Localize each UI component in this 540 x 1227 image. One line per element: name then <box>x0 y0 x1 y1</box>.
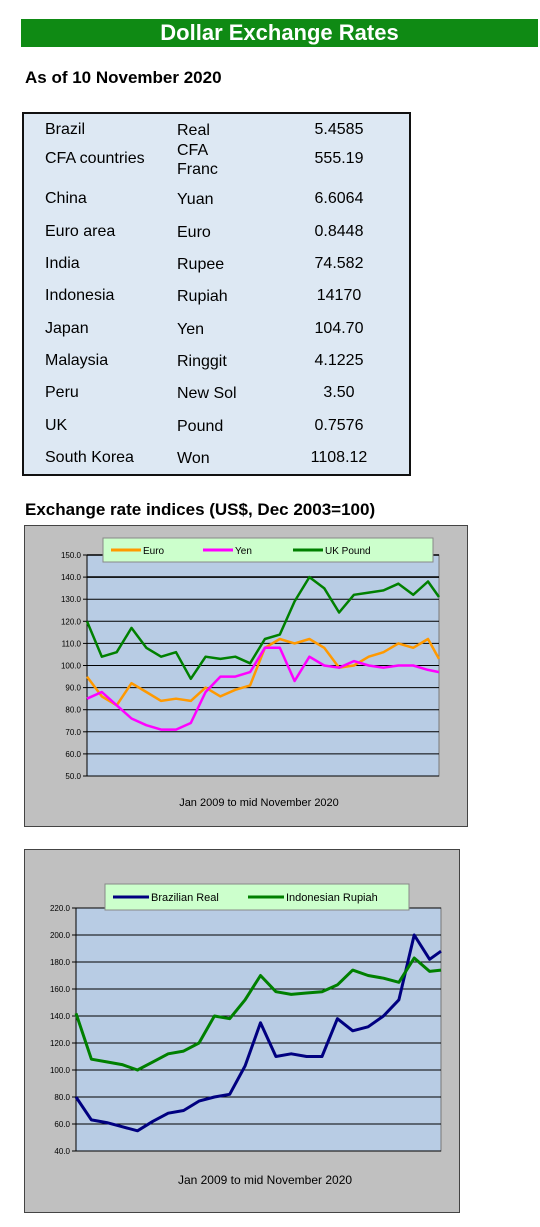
country-cell: Japan <box>45 320 89 337</box>
legend-box <box>102 537 434 563</box>
chart-2-panel: 40.0 60.0 80.0 100.0 120.0 140.0 160.0 180.0 200… <box>24 849 460 1213</box>
legend-label: Brazilian Real <box>151 892 219 904</box>
series-line-indonesian-rupiah <box>74 956 442 1072</box>
page-banner: Dollar Exchange Rates <box>21 19 538 47</box>
legend-label: Euro <box>143 546 165 557</box>
chart-2: 40.0 60.0 80.0 100.0 120.0 140.0 160.0 180.0 200… <box>50 883 442 1187</box>
country-cell: UK <box>45 417 68 434</box>
currency-cell: CFA Franc <box>177 142 218 178</box>
y-tick-label: 150.0 <box>61 551 82 560</box>
rate-cell: 4.1225 <box>314 352 364 369</box>
y-tick-label: 120.0 <box>61 617 82 626</box>
series-line-uk-pound <box>85 575 441 681</box>
rate-cell: 555.19 <box>314 150 364 167</box>
legend-label: Indonesian Rupiah <box>286 892 378 904</box>
y-tick-label: 50.0 <box>65 772 81 781</box>
chart-1-panel: 50.0 60.0 70.0 80.0 90.0 100.0 110.0 120.0 130.0… <box>24 525 468 827</box>
y-tick-label: 140.0 <box>61 573 82 582</box>
rate-cell: 3.50 <box>323 384 355 401</box>
rate-cell: 104.70 <box>314 320 364 337</box>
country-cell: CFA countries <box>45 150 145 167</box>
rate-cell: 1108.12 <box>310 449 368 466</box>
rate-cell: 74.582 <box>314 255 364 272</box>
y-tick-label: 200.0 <box>50 931 71 940</box>
y-tick-label: 80.0 <box>65 706 81 715</box>
y-tick-label: 100.0 <box>61 662 82 671</box>
currency-cell: Ringgit <box>177 353 227 370</box>
country-cell: Malaysia <box>45 352 109 369</box>
y-tick-label: 60.0 <box>65 750 81 759</box>
currency-cell: Pound <box>177 418 224 435</box>
country-cell: Brazil <box>45 121 86 138</box>
x-axis-label: Jan 2009 to mid November 2020 <box>179 797 339 809</box>
exchange-rate-table: Brazil Real 5.4585 CFA countries CFA Franc 55… <box>22 112 411 476</box>
rate-cell: 5.4585 <box>314 121 364 138</box>
series-line-yen <box>86 646 440 731</box>
indices-title: Exchange rate indices (US$, Dec 2003=100… <box>25 500 376 519</box>
currency-cell: Yuan <box>177 191 214 208</box>
series-line-brazilian-real <box>74 933 442 1133</box>
y-tick-label: 80.0 <box>54 1093 70 1102</box>
currency-cell: New Sol <box>177 385 237 402</box>
y-tick-label: 40.0 <box>54 1147 70 1156</box>
legend-label: Yen <box>235 546 252 557</box>
rate-cell: 0.8448 <box>314 223 364 240</box>
country-cell: China <box>45 190 87 207</box>
y-tick-label: 60.0 <box>54 1120 70 1129</box>
rate-cell: 6.6064 <box>314 190 364 207</box>
currency-cell: Won <box>177 450 210 467</box>
currency-cell: Real <box>177 122 210 139</box>
currency-cell: Rupiah <box>177 288 228 305</box>
y-tick-label: 110.0 <box>62 639 82 648</box>
y-tick-label: 140.0 <box>50 1012 71 1021</box>
rate-cell: 0.7576 <box>314 417 364 434</box>
country-cell: South Korea <box>45 449 134 466</box>
x-axis-label: Jan 2009 to mid November 2020 <box>178 1173 352 1187</box>
country-cell: Euro area <box>45 223 116 240</box>
country-cell: Indonesia <box>45 287 115 304</box>
y-tick-label: 90.0 <box>65 684 81 693</box>
y-tick-label: 100.0 <box>50 1066 71 1075</box>
currency-cell: Euro <box>177 224 211 241</box>
country-cell: India <box>45 255 80 272</box>
currency-cell: Yen <box>177 321 204 338</box>
y-tick-label: 120.0 <box>50 1039 71 1048</box>
country-cell: Peru <box>45 384 79 401</box>
y-tick-label: 70.0 <box>65 728 81 737</box>
rate-cell: 14170 <box>316 287 362 304</box>
y-tick-label: 160.0 <box>50 985 71 994</box>
chart-1: 50.0 60.0 70.0 80.0 90.0 100.0 110.0 120.0 130.0… <box>61 537 441 809</box>
y-tick-label: 220.0 <box>50 904 71 913</box>
as-of-date: As of 10 November 2020 <box>25 68 222 87</box>
y-tick-label: 130.0 <box>61 595 82 604</box>
currency-cell: Rupee <box>177 256 225 273</box>
legend-label: UK Pound <box>325 546 371 557</box>
y-tick-label: 180.0 <box>50 958 71 967</box>
